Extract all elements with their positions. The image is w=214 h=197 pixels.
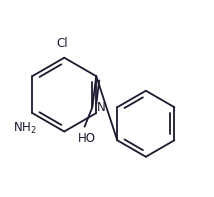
Text: N: N: [97, 101, 106, 114]
Text: Cl: Cl: [56, 37, 68, 50]
Text: HO: HO: [77, 132, 95, 145]
Text: NH$_2$: NH$_2$: [13, 121, 36, 136]
